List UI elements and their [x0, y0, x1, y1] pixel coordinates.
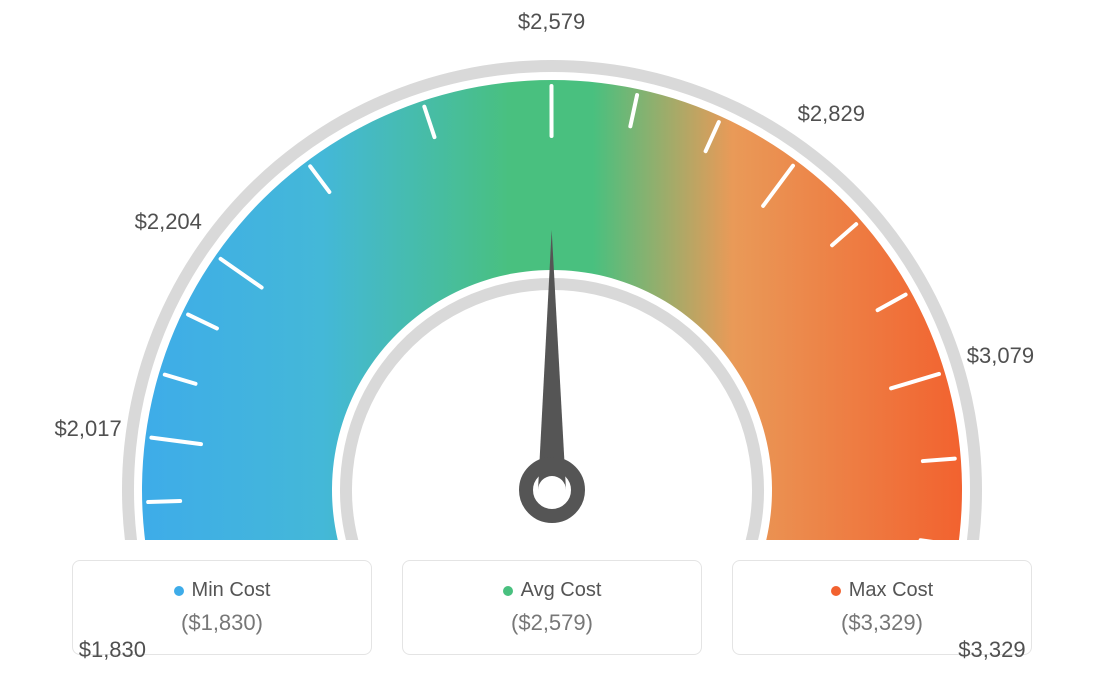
- gauge-svg: [20, 20, 1084, 540]
- legend-min-title-text: Min Cost: [192, 579, 271, 601]
- legend-row: Min Cost ($1,830) Avg Cost ($2,579) Max …: [20, 560, 1084, 655]
- legend-avg-title-text: Avg Cost: [521, 579, 602, 601]
- gauge-chart: $1,830$2,017$2,204$2,579$2,829$3,079$3,3…: [20, 20, 1084, 540]
- dot-min: [174, 586, 184, 596]
- legend-avg: Avg Cost ($2,579): [402, 560, 702, 655]
- legend-max-value: ($3,329): [743, 610, 1021, 636]
- tick-label: $2,579: [518, 9, 585, 35]
- legend-max-title: Max Cost: [743, 579, 1021, 602]
- tick-label: $2,017: [54, 416, 121, 442]
- tick-label: $1,830: [79, 637, 146, 663]
- tick-label: $3,079: [967, 343, 1034, 369]
- legend-avg-title: Avg Cost: [413, 579, 691, 602]
- tick-label: $2,204: [135, 209, 202, 235]
- tick-label: $2,829: [798, 101, 865, 127]
- legend-avg-value: ($2,579): [413, 610, 691, 636]
- legend-min-title: Min Cost: [83, 579, 361, 602]
- legend-max-title-text: Max Cost: [849, 579, 933, 601]
- dot-max: [831, 586, 841, 596]
- dot-avg: [503, 586, 513, 596]
- tick-label: $3,329: [958, 637, 1025, 663]
- legend-min-value: ($1,830): [83, 610, 361, 636]
